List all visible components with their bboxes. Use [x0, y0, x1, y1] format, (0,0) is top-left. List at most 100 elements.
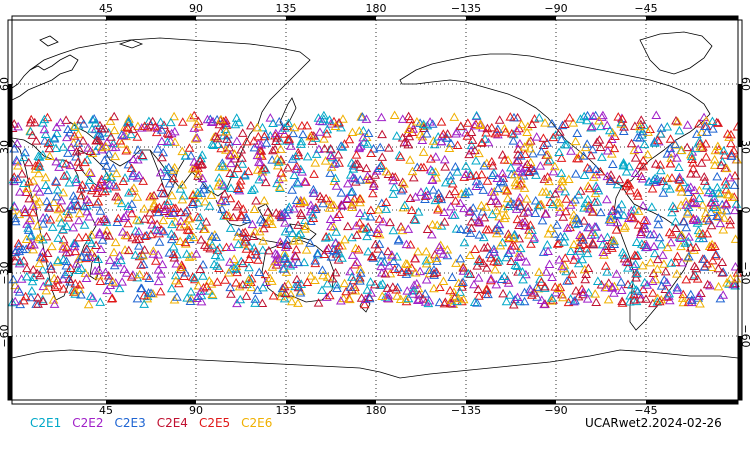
observation-marker	[113, 213, 124, 223]
observation-marker	[40, 172, 51, 182]
observation-marker	[374, 229, 385, 239]
observation-marker	[544, 176, 554, 186]
observation-marker	[73, 232, 84, 242]
observation-marker	[306, 130, 317, 140]
observation-marker	[214, 177, 225, 187]
observation-marker	[279, 281, 290, 291]
observation-marker	[411, 278, 422, 288]
observation-marker	[381, 197, 392, 207]
observation-marker	[545, 223, 556, 233]
observation-marker	[116, 198, 127, 208]
observation-marker	[481, 224, 492, 234]
observation-marker	[310, 133, 321, 142]
observation-marker	[374, 214, 385, 223]
observation-marker	[274, 182, 285, 191]
observation-marker	[280, 242, 291, 251]
observation-marker	[391, 131, 402, 140]
observation-marker	[118, 213, 129, 222]
observation-marker	[366, 148, 376, 158]
observation-marker	[654, 296, 665, 306]
observation-marker	[276, 209, 287, 219]
observation-marker	[257, 298, 268, 307]
observation-marker	[661, 180, 672, 190]
observation-marker	[449, 112, 460, 121]
observation-marker	[336, 141, 346, 150]
observation-marker	[511, 156, 522, 166]
observation-marker	[78, 119, 89, 128]
observation-marker	[635, 133, 645, 142]
observation-marker	[476, 200, 487, 210]
observation-marker	[95, 276, 106, 286]
observation-marker	[217, 161, 228, 170]
observation-marker	[504, 232, 514, 242]
observation-marker	[555, 202, 565, 211]
observation-marker	[94, 229, 105, 239]
observation-marker	[334, 209, 345, 219]
observation-marker	[433, 188, 444, 197]
observation-marker	[494, 115, 505, 124]
observation-marker	[275, 144, 286, 153]
observation-marker	[487, 209, 498, 219]
observation-marker	[672, 269, 682, 278]
observation-marker	[37, 149, 48, 159]
observation-marker	[229, 254, 239, 263]
observation-marker	[542, 149, 553, 159]
observation-marker	[558, 292, 568, 302]
observation-marker	[551, 287, 561, 297]
observation-marker	[630, 168, 641, 178]
top-lon-label: −45	[634, 2, 657, 15]
observation-marker	[469, 120, 480, 130]
observation-marker	[159, 120, 169, 129]
observation-marker	[301, 245, 312, 254]
observation-marker	[175, 262, 186, 272]
observation-marker	[579, 111, 590, 121]
observation-marker	[493, 129, 503, 139]
observation-marker	[549, 229, 560, 238]
observation-marker	[603, 294, 614, 304]
observation-marker	[396, 185, 407, 195]
observation-marker	[434, 297, 445, 307]
observation-marker	[486, 122, 497, 132]
observation-marker	[372, 228, 382, 237]
observation-marker	[28, 265, 39, 274]
observation-marker	[293, 235, 304, 245]
observation-marker	[291, 161, 302, 170]
observation-marker	[253, 131, 264, 141]
observation-marker	[430, 195, 441, 205]
observation-marker	[226, 158, 236, 168]
observation-marker	[716, 160, 727, 169]
observation-marker	[175, 236, 186, 245]
observation-marker	[355, 276, 365, 285]
observation-marker	[499, 123, 510, 133]
observation-marker	[156, 269, 166, 278]
observation-marker	[446, 175, 456, 185]
observation-marker	[128, 171, 138, 180]
observation-marker	[365, 174, 375, 183]
observation-marker	[169, 252, 180, 262]
observation-marker	[682, 253, 693, 262]
observation-marker	[707, 116, 718, 125]
observation-marker	[557, 120, 568, 130]
observation-marker	[630, 153, 641, 162]
observation-marker	[566, 146, 576, 155]
observation-marker	[571, 286, 581, 295]
observation-marker	[70, 286, 81, 296]
observation-marker	[31, 136, 42, 145]
observation-marker	[24, 176, 34, 186]
observation-marker	[253, 139, 264, 148]
observation-marker	[232, 136, 242, 145]
observation-marker	[491, 196, 502, 205]
observation-marker	[315, 127, 325, 136]
observation-marker	[597, 239, 608, 249]
observation-marker	[167, 219, 177, 229]
legend-c2e2: C2E2	[72, 416, 104, 430]
observation-marker	[226, 289, 236, 298]
observation-marker	[596, 233, 607, 242]
observation-marker	[680, 238, 691, 247]
observation-marker	[718, 290, 729, 299]
observation-marker	[642, 149, 653, 159]
observation-marker	[21, 271, 32, 281]
observation-marker	[87, 148, 98, 157]
observation-marker	[725, 219, 735, 229]
observation-marker	[70, 238, 81, 248]
